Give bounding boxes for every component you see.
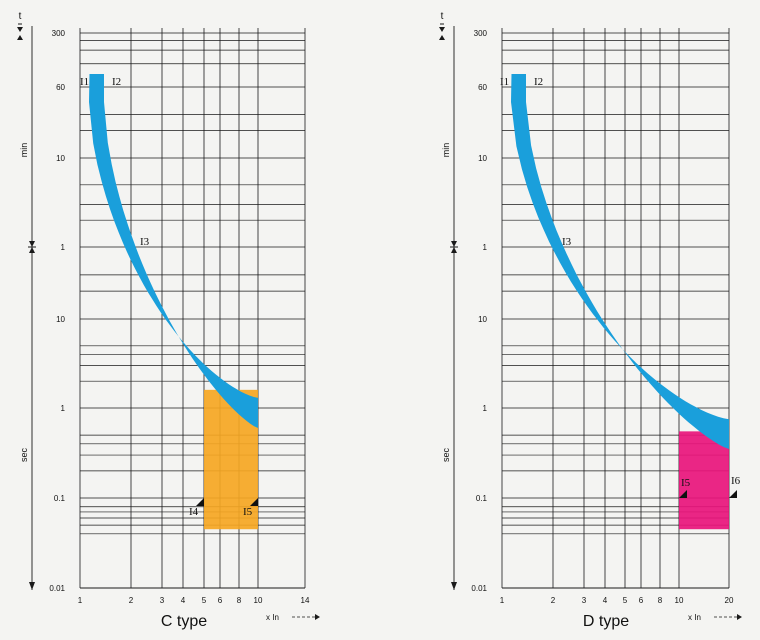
x-axis-label: x In: [266, 613, 279, 622]
y-tick-label-min: 60: [56, 83, 65, 92]
x-tick-label: 1: [500, 596, 505, 605]
annotation-label: I4: [189, 506, 199, 518]
thermal-trip-band: [89, 74, 258, 428]
trip-marker-icon: [250, 498, 258, 506]
x-tick-label: 6: [218, 596, 223, 605]
bottom-arrow-icon: [451, 582, 457, 590]
annotation-label: I5: [243, 506, 253, 518]
t-arrow-up-icon: [17, 35, 23, 40]
y-tick-label-min: 300: [474, 29, 488, 38]
y-label-sec: sec: [19, 448, 29, 463]
magnetic-trip-zone: [679, 431, 729, 530]
chart-title: C type: [161, 613, 207, 630]
x-tick-label: 1: [78, 596, 83, 605]
trip-marker-icon: [679, 490, 687, 498]
sec-arrow-icon: [29, 247, 35, 253]
x-tick-label: 14: [301, 596, 310, 605]
t-arrow-down-icon: [17, 27, 23, 32]
trip-marker-icon: [729, 490, 737, 498]
y-label-min: min: [19, 143, 29, 158]
y-tick-label-min: 300: [52, 29, 66, 38]
min-arrow-icon: [29, 241, 35, 247]
annotation-label: I3: [562, 236, 572, 248]
y-tick-label-min: 1: [61, 243, 66, 252]
y-tick-label-sec: 0.01: [471, 584, 487, 593]
x-tick-label: 5: [623, 596, 628, 605]
y-tick-label-sec: 0.1: [476, 494, 488, 503]
x-axis-arrow-icon: [737, 614, 742, 620]
y-label-sec: sec: [441, 448, 451, 463]
chart-title: D type: [583, 613, 629, 630]
x-axis-arrow-icon: [315, 614, 320, 620]
y-tick-label-min: 10: [478, 154, 487, 163]
min-arrow-icon: [451, 241, 457, 247]
x-tick-label: 8: [658, 596, 663, 605]
y-tick-label-sec: 0.01: [49, 584, 65, 593]
x-tick-label: 3: [160, 596, 165, 605]
x-tick-label: 6: [639, 596, 644, 605]
y-tick-label-sec: 10: [56, 315, 65, 324]
annotation-label: I1: [500, 76, 509, 88]
x-tick-label: 10: [254, 596, 263, 605]
x-tick-label: 8: [237, 596, 242, 605]
bottom-arrow-icon: [29, 582, 35, 590]
sec-arrow-icon: [451, 247, 457, 253]
x-tick-label: 5: [202, 596, 207, 605]
y-tick-label-sec: 1: [61, 404, 66, 413]
annotation-label: I2: [112, 76, 121, 88]
trip-marker-icon: [196, 498, 204, 506]
annotation-label: I5: [681, 477, 691, 489]
annotation-label: I2: [534, 76, 543, 88]
x-tick-label: 2: [551, 596, 556, 605]
x-tick-label: 4: [603, 596, 608, 605]
y-label-min: min: [441, 143, 451, 158]
x-tick-label: 3: [582, 596, 587, 605]
y-tick-label-sec: 10: [478, 315, 487, 324]
annotation-label: I6: [731, 475, 741, 487]
y-axis-marker: t: [441, 11, 444, 22]
t-arrow-up-icon: [439, 35, 445, 40]
y-tick-label-min: 1: [483, 243, 488, 252]
x-tick-label: 4: [181, 596, 186, 605]
x-tick-label: 2: [129, 596, 134, 605]
y-tick-label-sec: 0.1: [54, 494, 66, 503]
y-tick-label-min: 10: [56, 154, 65, 163]
y-tick-label-sec: 1: [483, 404, 488, 413]
annotation-label: I1: [80, 76, 89, 88]
t-arrow-down-icon: [439, 27, 445, 32]
x-tick-label: 20: [725, 596, 734, 605]
y-tick-label-min: 60: [478, 83, 487, 92]
x-axis-label: x In: [688, 613, 701, 622]
annotation-label: I3: [140, 236, 150, 248]
y-axis-marker: t: [19, 11, 22, 22]
x-tick-label: 10: [675, 596, 684, 605]
